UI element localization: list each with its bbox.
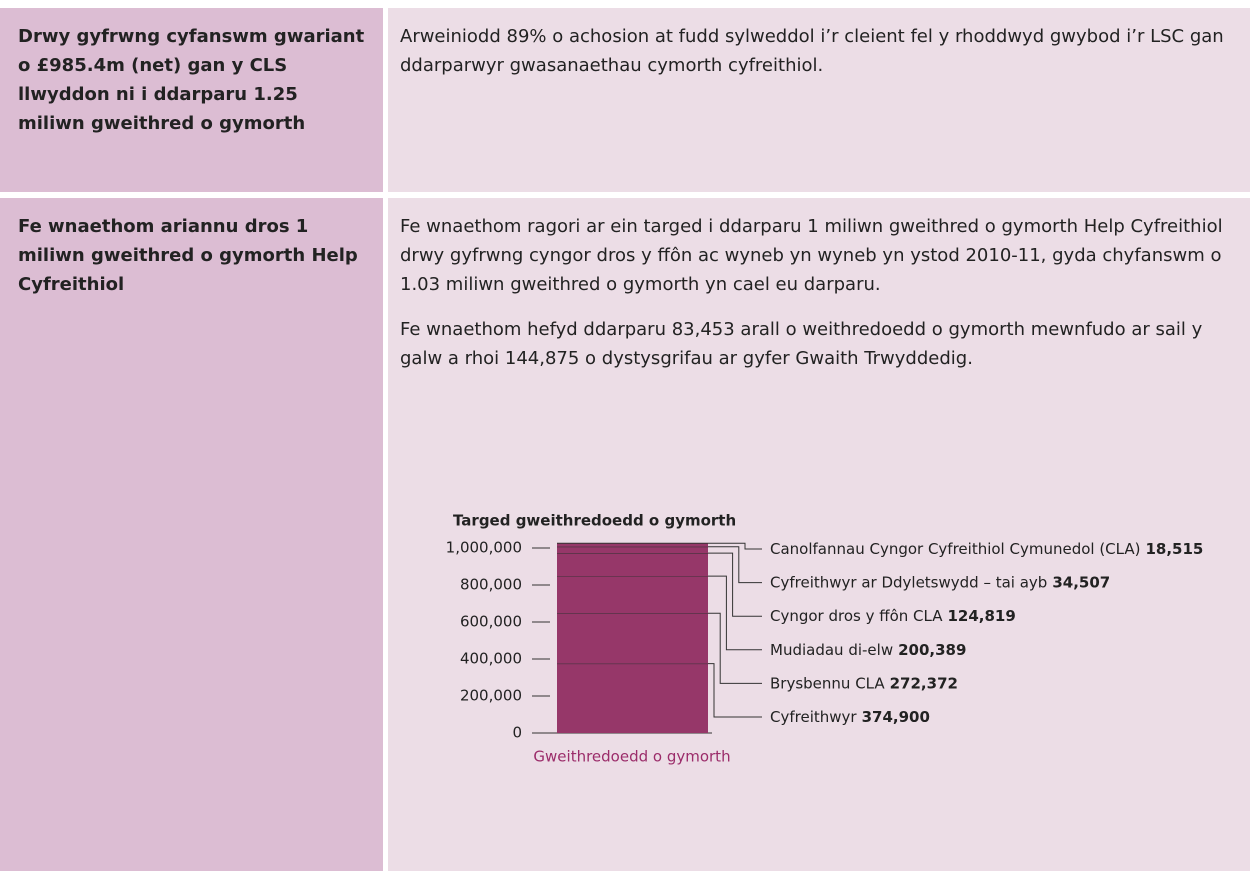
chart-title: Targed gweithredoedd o gymorth — [453, 512, 736, 530]
segment-label: Canolfannau Cyngor Cyfreithiol Cymunedol… — [770, 540, 1203, 558]
bar-segment — [557, 543, 708, 547]
segment-label: Mudiadau di-elw 200,389 — [770, 640, 966, 658]
row-body: Fe wnaethom ragori ar ein targed i ddarp… — [388, 198, 1250, 871]
paragraph: Arweiniodd 89% o achosion at fudd sylwed… — [400, 26, 1224, 76]
segment-name: Cyngor dros y ffôn CLA — [770, 607, 943, 625]
bar-segment — [557, 546, 708, 554]
paragraph: Fe wnaethom ragori ar ein targed i ddarp… — [400, 216, 1223, 295]
segment-label: Cyfreithwyr 374,900 — [770, 708, 930, 726]
x-axis-label: Gweithredoedd o gymorth — [533, 748, 730, 766]
y-tick-label: 0 — [512, 724, 522, 742]
row-body: Arweiniodd 89% o achosion at fudd sylwed… — [388, 8, 1250, 192]
segment-value: 124,819 — [947, 607, 1015, 625]
row-heading: Drwy gyfrwng cyfanswm gwariant o £985.4m… — [0, 8, 383, 192]
bar-segment — [557, 553, 708, 577]
bar-segment — [557, 663, 708, 733]
bar-segment — [557, 613, 708, 664]
segment-value: 272,372 — [890, 674, 958, 692]
segment-name: Cyfreithwyr — [770, 708, 857, 726]
segment-label: Brysbennu CLA 272,372 — [770, 674, 958, 692]
segment-label: Cyfreithwyr ar Ddyletswydd – tai ayb 34,5… — [770, 573, 1110, 591]
segment-name: Canolfannau Cyngor Cyfreithiol Cymunedol… — [770, 540, 1140, 558]
segment-value: 200,389 — [898, 640, 966, 658]
y-tick-label: 400,000 — [460, 650, 522, 668]
leader-line — [557, 575, 762, 651]
segment-label: Cyngor dros y ffôn CLA 124,819 — [770, 607, 1016, 625]
paragraph: Fe wnaethom hefyd ddarparu 83,453 arall … — [400, 319, 1203, 369]
segment-name: Mudiadau di-elw — [770, 640, 893, 658]
y-tick-label: 600,000 — [460, 613, 522, 631]
y-tick-label: 1,000,000 — [446, 539, 522, 557]
leader-line — [557, 542, 762, 550]
segment-value: 18,515 — [1145, 540, 1203, 558]
row-heading: Fe wnaethom ariannu dros 1 miliwn gweith… — [0, 198, 383, 871]
segment-value: 374,900 — [862, 708, 930, 726]
segment-name: Brysbennu CLA — [770, 674, 885, 692]
y-tick-label: 800,000 — [460, 576, 522, 594]
y-tick-label: 200,000 — [460, 687, 522, 705]
segment-value: 34,507 — [1052, 573, 1110, 591]
bar-segment — [557, 576, 708, 614]
segment-name: Cyfreithwyr ar Ddyletswydd – tai ayb — [770, 573, 1047, 591]
